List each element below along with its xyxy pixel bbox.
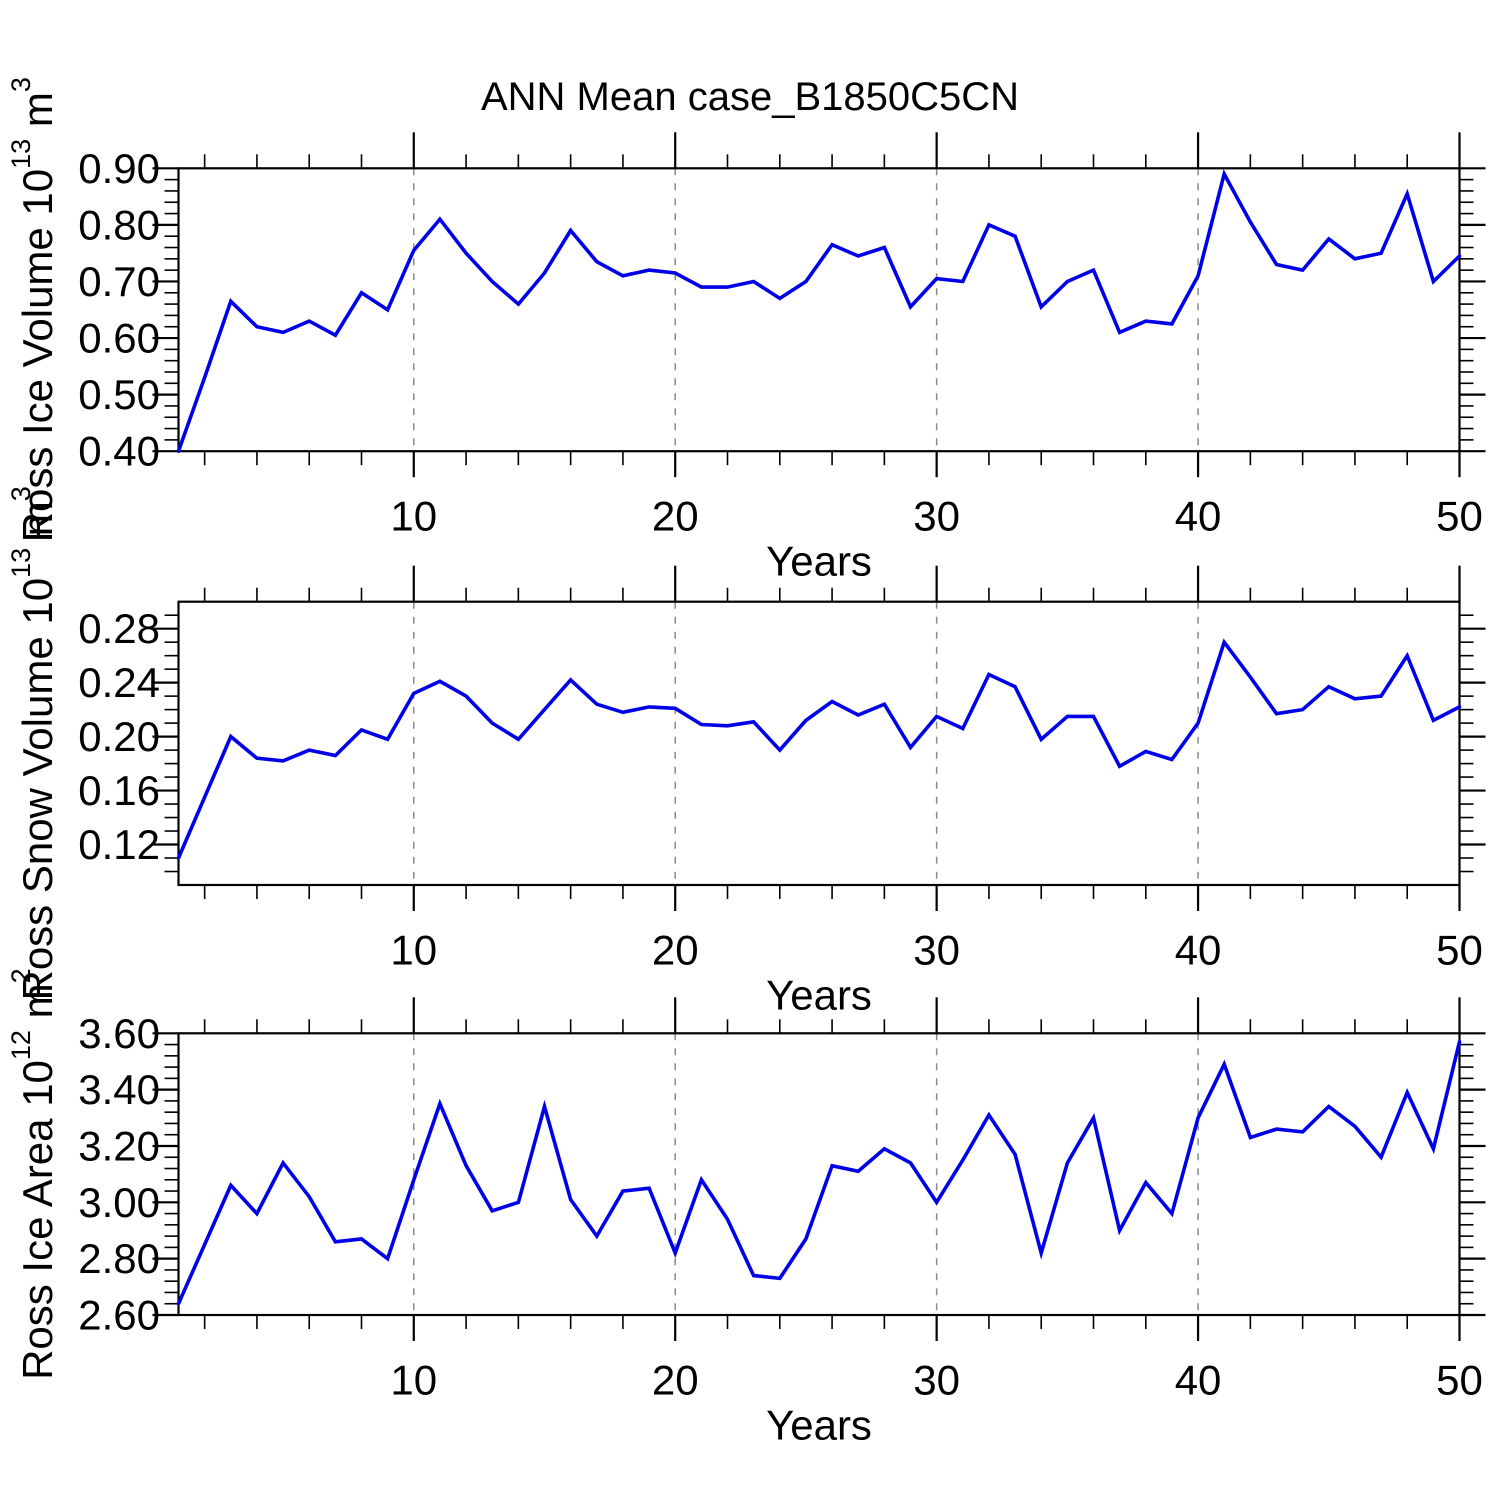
x-tick-label: 40 bbox=[1175, 493, 1222, 540]
y-tick-label: 0.40 bbox=[78, 428, 160, 475]
x-tick-label: 40 bbox=[1175, 1357, 1222, 1404]
x-tick-label: 20 bbox=[652, 493, 699, 540]
x-tick-label: 50 bbox=[1436, 1357, 1483, 1404]
y-axis-label: Ross Ice Area 1012 m2 bbox=[6, 968, 61, 1380]
y-tick-label: 0.24 bbox=[78, 659, 160, 706]
y-tick-label: 3.20 bbox=[78, 1122, 160, 1169]
x-tick-label: 30 bbox=[913, 493, 960, 540]
plot-frame bbox=[177, 600, 1461, 887]
y-tick-label: 3.00 bbox=[78, 1179, 160, 1226]
y-tick-label: 0.50 bbox=[78, 371, 160, 418]
y-tick-label: 0.20 bbox=[78, 713, 160, 760]
plot-frame bbox=[177, 1032, 1461, 1317]
x-tick-label: 20 bbox=[652, 927, 699, 974]
y-axis-label: Ross Ice Volume 1013 m3 bbox=[6, 77, 61, 542]
x-tick-label: 10 bbox=[390, 493, 437, 540]
y-tick-label: 3.60 bbox=[78, 1010, 160, 1057]
x-axis-label: Years bbox=[766, 1402, 872, 1449]
x-axis-label: Years bbox=[766, 538, 872, 585]
x-tick-label: 50 bbox=[1436, 927, 1483, 974]
y-tick-label: 0.28 bbox=[78, 605, 160, 652]
x-axis-label: Years bbox=[766, 972, 872, 1019]
panel-ross-ice-area: 10 20 30 40 50 2.60 2.80 3.00 3.20 3.40 3.60 Years R… bbox=[6, 968, 1486, 1449]
x-tick-label: 10 bbox=[390, 927, 437, 974]
y-tick-label: 0.90 bbox=[78, 145, 160, 192]
x-tick-label: 50 bbox=[1436, 493, 1483, 540]
x-tick-label: 30 bbox=[913, 1357, 960, 1404]
y-tick-label: 3.40 bbox=[78, 1066, 160, 1113]
x-tick-label: 30 bbox=[913, 927, 960, 974]
series-line bbox=[176, 638, 1462, 860]
panel-ross-snow-volume: 10 20 30 40 50 0.12 0.16 0.20 0.24 0.28 Years Ross … bbox=[6, 486, 1486, 1019]
y-tick-label: 0.60 bbox=[78, 315, 160, 362]
panel-ross-ice-volume: 10 20 30 40 50 0.40 0.50 0.60 0.70 0.80 0.90 Years R… bbox=[6, 77, 1486, 585]
y-tick-label: 2.80 bbox=[78, 1235, 160, 1282]
series-line bbox=[176, 169, 1462, 454]
y-tick-label: 0.80 bbox=[78, 201, 160, 248]
series-line bbox=[176, 1040, 1462, 1306]
figure-title: ANN Mean case_B1850C5CN bbox=[480, 75, 1020, 119]
y-tick-label: 2.60 bbox=[78, 1292, 160, 1339]
x-tick-label: 10 bbox=[390, 1357, 437, 1404]
y-axis-label: Ross Snow Volume 1013 m3 bbox=[6, 486, 61, 1000]
y-tick-label: 0.12 bbox=[78, 821, 160, 868]
y-tick-label: 0.70 bbox=[78, 258, 160, 305]
y-tick-label: 0.16 bbox=[78, 767, 160, 814]
x-tick-label: 20 bbox=[652, 1357, 699, 1404]
plot-frame bbox=[177, 167, 1461, 453]
x-tick-label: 40 bbox=[1175, 927, 1222, 974]
